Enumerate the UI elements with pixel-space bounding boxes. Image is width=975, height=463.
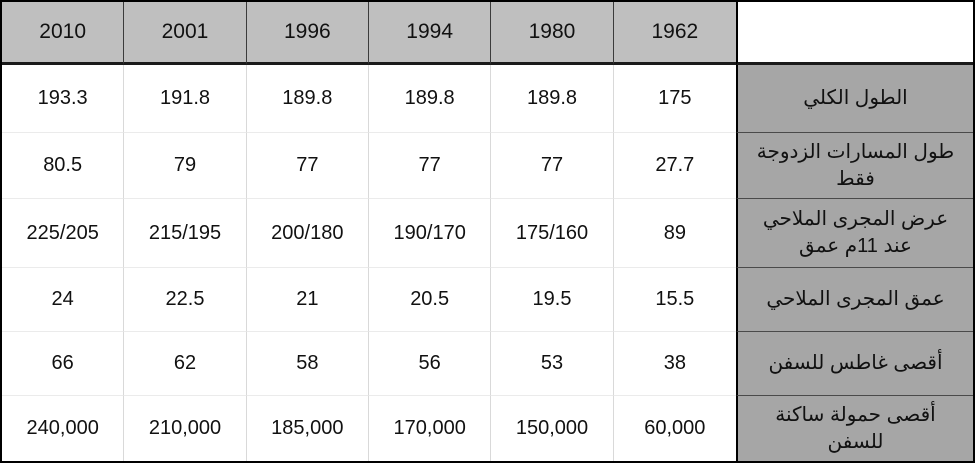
data-cell: 22.5	[124, 268, 247, 332]
data-cell: 225/205	[2, 199, 125, 268]
data-cell: 150,000	[491, 396, 614, 461]
data-cell: 79	[124, 133, 247, 199]
row-label-channel-depth: عمق المجرى الملاحي	[736, 268, 973, 332]
data-cell: 170,000	[369, 396, 492, 461]
year-header-2001: 2001	[124, 2, 247, 65]
data-cell: 15.5	[613, 268, 736, 332]
data-cell: 24	[2, 268, 125, 332]
data-cell: 19.5	[491, 268, 614, 332]
row-label-max-draft: أقصى غاطس للسفن	[736, 332, 973, 396]
year-header-2010: 2010	[2, 2, 125, 65]
data-cell: 53	[491, 332, 614, 396]
data-cell: 240,000	[2, 396, 125, 461]
row-label-channel-width: عرض المجرى الملاحي عند 11م عمق	[736, 199, 973, 268]
row-label-total-length: الطول الكلي	[736, 65, 973, 133]
data-cell: 77	[491, 133, 614, 199]
row-label-max-deadweight: أقصى حمولة ساكنة للسفن	[736, 396, 973, 461]
data-cell: 89	[613, 199, 736, 268]
year-header-1980: 1980	[491, 2, 614, 65]
data-cell: 185,000	[246, 396, 369, 461]
data-cell: 200/180	[246, 199, 369, 268]
row-label-doubled-lanes-length: طول المسارات الزدوجة فقط	[736, 133, 973, 199]
data-cell: 189.8	[246, 65, 369, 133]
data-cell: 20.5	[369, 268, 492, 332]
year-header-1962: 1962	[613, 2, 736, 65]
data-cell: 193.3	[2, 65, 125, 133]
data-cell: 210,000	[124, 396, 247, 461]
data-cell: 21	[246, 268, 369, 332]
data-cell: 189.8	[369, 65, 492, 133]
data-cell: 80.5	[2, 133, 125, 199]
data-cell: 38	[613, 332, 736, 396]
data-cell: 190/170	[369, 199, 492, 268]
data-cell: 191.8	[124, 65, 247, 133]
data-cell: 175	[613, 65, 736, 133]
corner-empty-cell	[736, 2, 973, 65]
data-cell: 77	[369, 133, 492, 199]
year-header-1996: 1996	[246, 2, 369, 65]
year-header-1994: 1994	[369, 2, 492, 65]
data-cell: 56	[369, 332, 492, 396]
data-cell: 215/195	[124, 199, 247, 268]
data-cell: 62	[124, 332, 247, 396]
data-cell: 175/160	[491, 199, 614, 268]
data-cell: 66	[2, 332, 125, 396]
data-cell: 58	[246, 332, 369, 396]
data-cell: 77	[246, 133, 369, 199]
data-cell: 27.7	[613, 133, 736, 199]
data-cell: 60,000	[613, 396, 736, 461]
data-cell: 189.8	[491, 65, 614, 133]
